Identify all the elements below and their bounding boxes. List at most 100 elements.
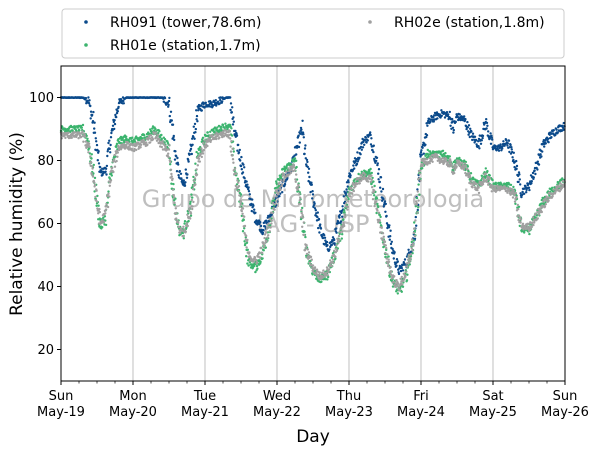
- data-point: [90, 173, 94, 176]
- data-point: [197, 152, 200, 155]
- data-point: [408, 261, 411, 264]
- data-point: [206, 144, 209, 148]
- data-point: [534, 212, 537, 215]
- data-point: [506, 144, 509, 147]
- data-point: [382, 197, 385, 201]
- data-point: [96, 194, 99, 198]
- data-point: [385, 246, 388, 250]
- data-point: [306, 248, 309, 251]
- data-point: [409, 257, 412, 260]
- data-point: [298, 192, 301, 195]
- data-point: [421, 146, 424, 149]
- data-point: [262, 249, 265, 252]
- data-point: [380, 226, 383, 229]
- data-point: [230, 111, 233, 114]
- data-point: [304, 144, 307, 147]
- data-point: [508, 150, 511, 154]
- data-point: [371, 198, 375, 201]
- data-point: [219, 98, 222, 102]
- data-point: [232, 120, 235, 123]
- data-point: [229, 96, 232, 99]
- data-point: [416, 211, 419, 214]
- data-point: [419, 151, 423, 154]
- data-point: [193, 137, 196, 140]
- x-axis-title: Day: [296, 427, 330, 447]
- data-point: [80, 126, 84, 129]
- data-point: [329, 259, 332, 262]
- data-point: [484, 176, 487, 179]
- data-point: [397, 285, 401, 288]
- data-point: [380, 190, 383, 193]
- data-point: [385, 257, 388, 260]
- data-point: [173, 196, 176, 199]
- data-point: [265, 231, 268, 234]
- data-point: [471, 132, 475, 135]
- data-point: [424, 143, 427, 146]
- data-point: [88, 99, 91, 102]
- data-point: [87, 96, 90, 99]
- data-point: [116, 155, 119, 158]
- legend-marker-rh01e: [84, 43, 88, 47]
- data-point: [277, 191, 281, 194]
- data-point: [532, 176, 535, 179]
- data-point: [86, 137, 89, 140]
- data-point: [236, 149, 239, 152]
- data-point: [400, 275, 403, 279]
- data-point: [543, 205, 547, 208]
- data-point: [547, 199, 550, 202]
- data-point: [413, 227, 416, 230]
- data-point: [413, 221, 416, 224]
- data-point: [87, 102, 91, 105]
- data-point: [458, 113, 461, 116]
- data-point: [151, 136, 154, 139]
- data-point: [373, 204, 376, 208]
- data-point: [420, 153, 423, 156]
- data-point: [234, 184, 237, 188]
- data-point: [279, 179, 283, 182]
- data-point: [364, 173, 367, 176]
- data-point: [445, 111, 449, 114]
- data-point: [231, 158, 235, 161]
- data-point: [196, 120, 199, 123]
- data-point: [259, 224, 263, 228]
- y-tick-label-60: 60: [37, 217, 54, 232]
- data-point: [475, 143, 478, 146]
- data-point: [327, 270, 330, 273]
- data-point: [256, 223, 259, 226]
- data-point: [416, 190, 419, 193]
- data-point: [91, 167, 94, 170]
- data-point: [408, 263, 411, 266]
- data-point: [371, 149, 374, 152]
- data-point: [245, 180, 248, 183]
- data-point: [491, 138, 494, 141]
- data-point: [235, 172, 238, 175]
- data-point: [191, 143, 194, 146]
- data-point: [382, 205, 385, 208]
- data-point: [358, 182, 361, 185]
- data-point: [449, 160, 452, 163]
- data-point: [195, 150, 198, 154]
- data-point: [94, 195, 97, 199]
- data-point: [298, 141, 301, 144]
- data-point: [209, 139, 213, 142]
- data-point: [271, 199, 274, 203]
- data-point: [541, 204, 545, 208]
- data-point: [104, 223, 108, 227]
- data-point: [359, 176, 362, 179]
- data-point: [308, 261, 311, 265]
- data-point: [252, 260, 255, 263]
- data-point: [360, 174, 363, 177]
- data-point: [342, 195, 345, 198]
- data-point: [413, 229, 417, 232]
- data-point: [245, 241, 249, 244]
- data-point: [81, 123, 85, 127]
- data-point: [275, 195, 278, 198]
- data-point: [540, 155, 543, 158]
- data-point: [78, 132, 81, 135]
- data-point: [85, 145, 89, 149]
- data-point: [200, 155, 203, 159]
- data-point: [237, 181, 240, 184]
- data-point: [284, 180, 287, 183]
- data-point: [189, 149, 192, 152]
- data-point: [317, 226, 320, 230]
